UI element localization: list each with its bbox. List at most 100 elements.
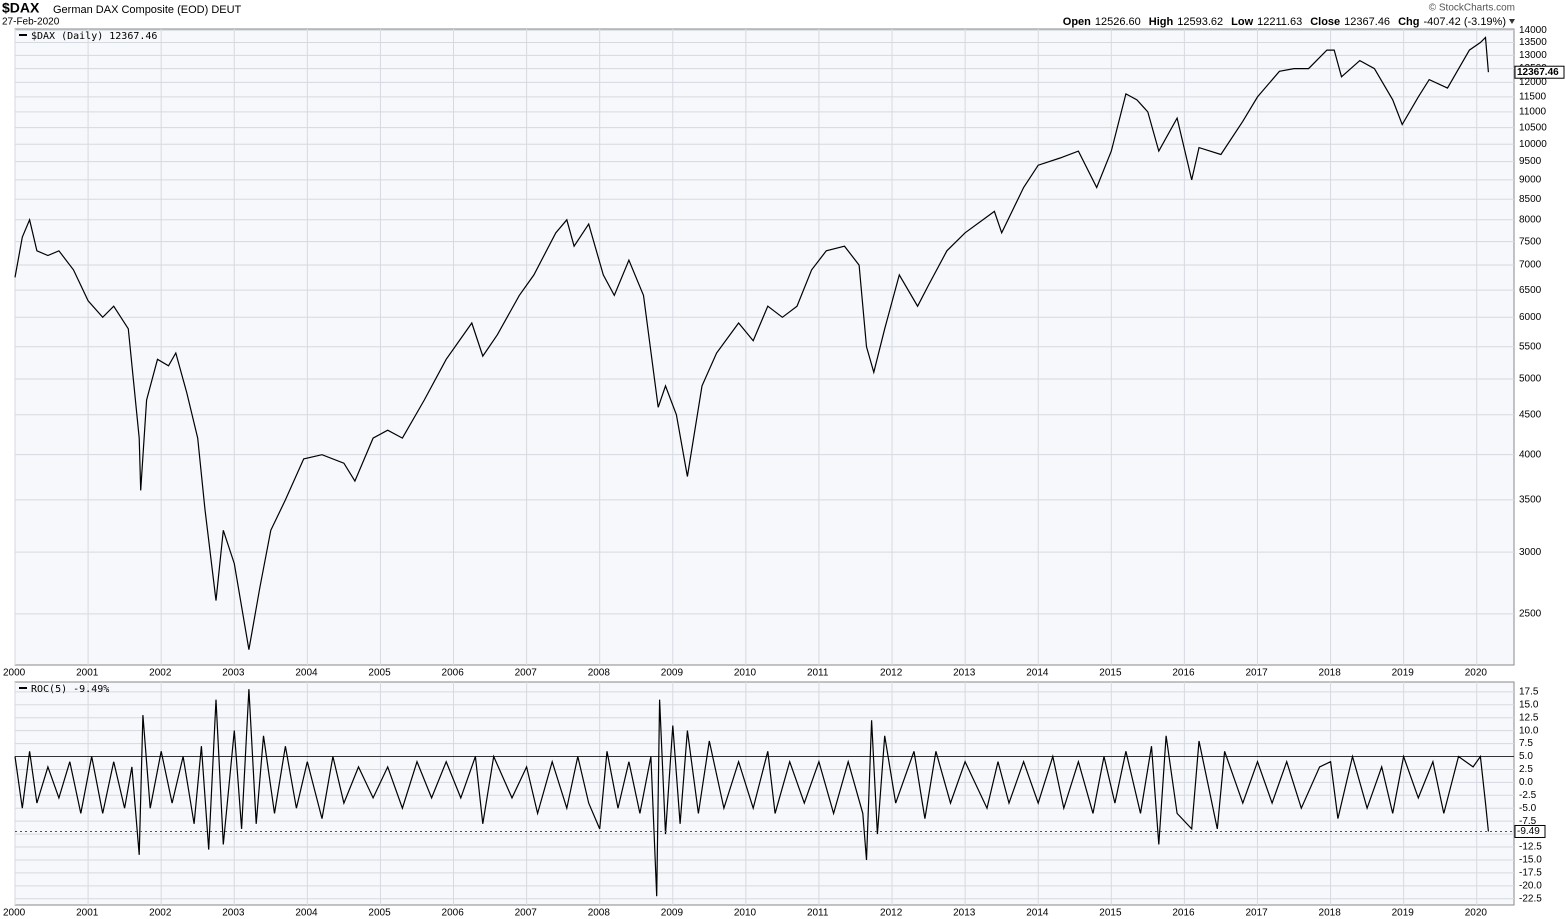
quote-label: Chg [1398,16,1419,28]
date: 27-Feb-2020 [2,17,60,28]
x-tick-label: 2004 [295,668,318,679]
x-tick-label: 2012 [880,668,903,679]
x-tick-label: 2007 [515,668,538,679]
y-tick-label: 7000 [1519,260,1542,271]
y-tick-label: 7500 [1519,236,1542,247]
y-tick-label: 9500 [1519,156,1542,167]
x-tick-label: 2015 [1099,908,1122,919]
x-tick-label: 2003 [222,908,245,919]
x-tick-label: 2013 [953,908,976,919]
y-tick-label: 12000 [1519,77,1547,88]
x-tick-label: 2008 [588,908,611,919]
x-tick-label: 2013 [953,668,976,679]
quote-label: Low [1231,16,1253,28]
x-tick-label: 2011 [807,908,829,919]
x-tick-label: 2001 [76,668,99,679]
x-tick-label: 2020 [1465,908,1488,919]
y-tick-label: 10500 [1519,122,1547,133]
x-tick-label: 2002 [149,668,172,679]
y-tick-label: -7.5 [1519,816,1537,827]
y-tick-label: 3000 [1519,547,1542,558]
y-tick-label: 2500 [1519,609,1542,620]
x-tick-label: 2000 [3,668,26,679]
x-tick-label: 2017 [1245,908,1268,919]
quote-value: 12367.46 [1344,16,1390,28]
y-tick-label: 6000 [1519,312,1542,323]
y-tick-label: 10.0 [1519,725,1539,736]
y-tick-label: 15.0 [1519,699,1539,710]
quote-label: High [1149,16,1174,28]
quote-value: 12211.63 [1257,16,1302,28]
x-tick-label: 2012 [880,908,903,919]
y-tick-label: 6500 [1519,285,1542,296]
y-tick-label: 17.5 [1519,686,1539,697]
quote: Open 12526.60 High 12593.62 Low 12211.63 Close… [1063,16,1506,28]
y-tick-label: 3500 [1519,495,1542,506]
y-tick-label: 0.0 [1519,777,1533,788]
x-tick-label: 2009 [661,908,684,919]
security-name: German DAX Composite (EOD) DEUT [53,4,242,16]
panel-background [14,681,1515,906]
x-tick-label: 2018 [1319,908,1342,919]
x-tick-label: 2009 [661,668,684,679]
symbol: $DAX [2,0,40,16]
x-tick-label: 2006 [442,908,465,919]
y-tick-label: 11000 [1519,107,1547,118]
quote-value: 12593.62 [1177,16,1223,28]
y-tick-label: -15.0 [1519,855,1542,866]
x-tick-label: 2010 [734,908,757,919]
x-tick-label: 2020 [1465,668,1488,679]
x-tick-label: 2016 [1172,908,1195,919]
y-tick-label: 5000 [1519,374,1542,385]
legend-swatch [19,687,27,689]
credit: © StockCharts.com [1429,3,1515,14]
x-tick-label: 2003 [222,668,245,679]
x-tick-label: 2006 [442,668,465,679]
y-tick-label: -2.5 [1519,790,1537,801]
data-line [14,36,1489,650]
quote-label: Open [1063,16,1091,28]
last-value-box [1514,65,1565,79]
x-tick-label: 2008 [588,668,611,679]
x-tick-label: 2016 [1172,668,1195,679]
last-value-label: -9.49 [1517,826,1540,837]
y-tick-label: 5.0 [1519,751,1533,762]
x-tick-label: 2001 [76,908,99,919]
y-tick-label: 9000 [1519,175,1542,186]
y-tick-label: -22.5 [1519,893,1542,904]
x-tick-label: 2019 [1392,908,1415,919]
y-tick-label: 7.5 [1519,738,1533,749]
y-tick-label: -17.5 [1519,868,1542,879]
x-tick-label: 2014 [1026,668,1049,679]
y-tick-label: -20.0 [1519,880,1542,891]
x-tick-label: 2014 [1026,908,1049,919]
data-line [14,689,1489,897]
x-tick-label: 2017 [1245,668,1268,679]
y-tick-label: -5.0 [1519,803,1537,814]
x-tick-label: 2005 [368,668,391,679]
x-tick-label: 2011 [807,668,829,679]
quote-menu[interactable] [1509,19,1515,24]
y-tick-label: 11500 [1519,91,1547,102]
y-tick-label: 8500 [1519,194,1542,205]
y-tick-label: 5500 [1519,341,1542,352]
y-tick-label: 4000 [1519,449,1542,460]
y-tick-label: 10000 [1519,139,1547,150]
quote-label: Close [1310,16,1340,28]
last-value-label: 12367.46 [1517,67,1559,78]
x-tick-label: 2010 [734,668,757,679]
y-tick-label: 12.5 [1519,712,1539,723]
legend: ROC(5) -9.49% [31,684,109,695]
legend: $DAX (Daily) 12367.46 [31,31,157,42]
y-tick-label: 2.5 [1519,764,1533,775]
y-tick-label: 4500 [1519,409,1542,420]
y-tick-label: 14000 [1519,25,1547,36]
x-tick-label: 2018 [1319,668,1342,679]
x-tick-label: 2015 [1099,668,1122,679]
x-tick-label: 2000 [3,908,26,919]
x-tick-label: 2005 [368,908,391,919]
x-tick-label: 2019 [1392,668,1415,679]
y-tick-label: -12.5 [1519,842,1542,853]
y-tick-label: 13500 [1519,37,1547,48]
